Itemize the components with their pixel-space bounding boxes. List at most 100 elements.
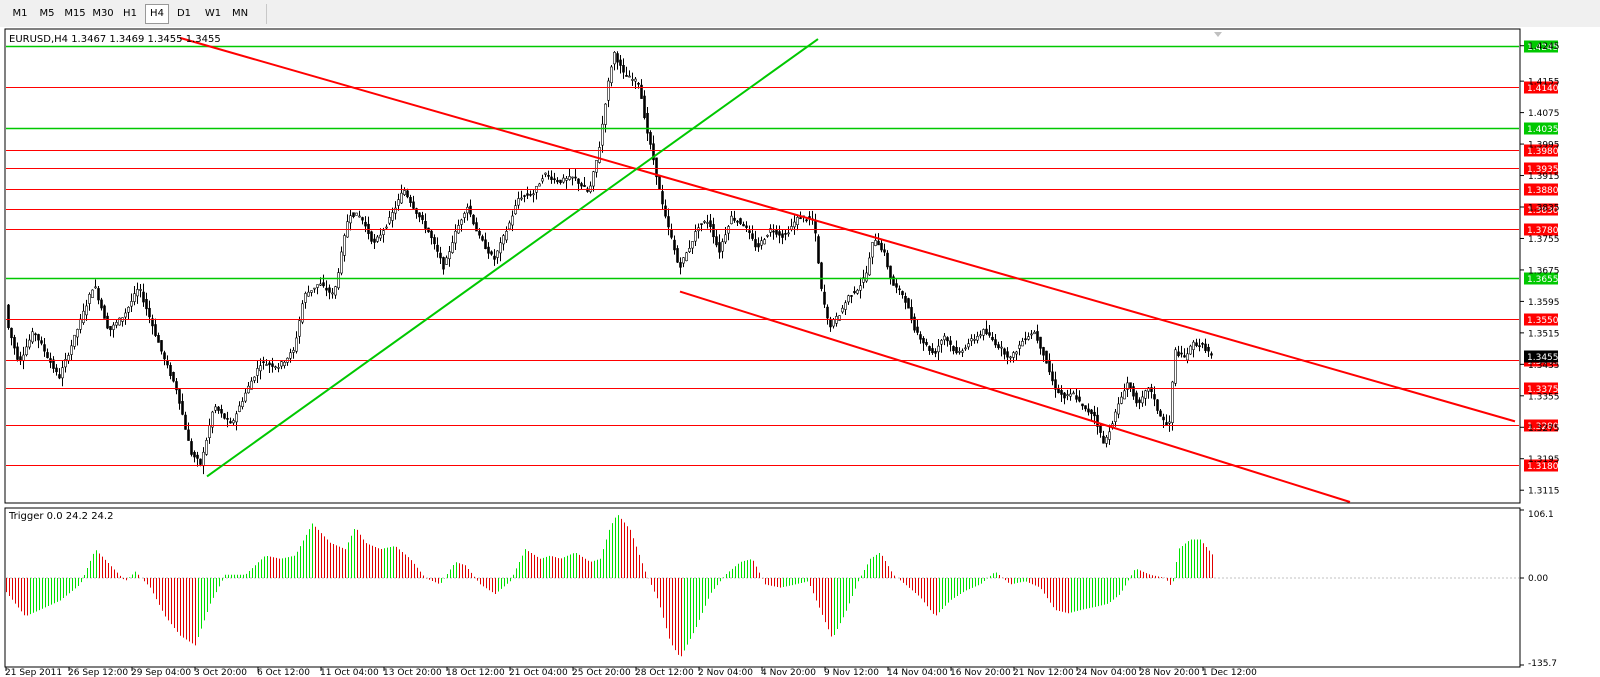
candle-body [1045,350,1048,364]
timeframe-h4[interactable]: H4 [145,4,169,24]
candle-body [421,215,424,221]
timeframe-h1[interactable]: H1 [123,8,137,19]
indicator-label: Trigger 0.0 24.2 24.2 [8,511,113,522]
candle-body [388,217,391,224]
candle-body [745,225,748,228]
timeframe-mn[interactable]: MN [231,8,249,19]
time-tick-label: 21 Oct 04:00 [509,668,568,677]
candle-body [508,222,511,230]
candle-body [709,220,712,228]
timeframe-w1[interactable]: W1 [204,8,222,19]
candle-body [205,440,208,455]
chart-window[interactable]: 1.4245 1.4140 1.4035 1.3980 1.3935 1.3880 1.38… [0,27,1600,677]
candle-body [1108,431,1111,440]
candle-body [235,413,238,423]
candle-body [400,192,403,204]
candle-body [946,337,949,342]
candle-body [763,239,766,245]
level-price-label: 1.3550 [1527,316,1559,326]
candle-body [13,337,16,349]
candle-body [337,272,340,289]
price-tick-label: 1.4075 [1528,109,1560,119]
candle-body [1144,390,1147,399]
candle-body [214,406,217,411]
candle-body [238,405,241,412]
timeframe-m5[interactable]: M5 [39,8,55,19]
candle-body [637,82,640,85]
candle-body [532,193,535,196]
candle-body [1030,333,1033,336]
candle-body [790,226,793,230]
candle-body [799,217,802,220]
candle-body [358,215,361,218]
candle-body [355,212,358,216]
candle-body [931,348,934,354]
candle-body [1123,390,1126,400]
level-price-label: 1.4245 [1527,43,1559,53]
candle-body [829,318,832,328]
candle-body [298,320,301,337]
candle-body [247,385,250,394]
candle-body [622,65,625,73]
candle-body [469,205,472,215]
time-tick-label: 18 Oct 12:00 [446,668,505,677]
candle-body [1063,392,1066,399]
candle-body [643,95,646,118]
candle-body [922,338,925,344]
candle-body [595,160,598,173]
candle-body [145,299,148,310]
candle-body [838,315,841,321]
level-price-label: 1.3780 [1527,226,1559,236]
candle-body [193,452,196,458]
candle-body [1099,425,1102,433]
candle-body [91,289,94,298]
candle-body [526,193,529,196]
timeframe-d1[interactable]: D1 [176,8,192,19]
timeframe-m30[interactable]: M30 [92,8,114,19]
candle-body [880,242,883,251]
candle-body [655,157,658,178]
candle-body [1198,345,1201,347]
indicator-tick-label: 106.1 [1528,510,1554,520]
level-price-label: 1.3180 [1527,462,1559,472]
candle-body [574,176,577,179]
candle-body [832,319,835,327]
candle-body [268,362,271,366]
level-price-tag [1524,313,1558,326]
candle-body [661,191,664,205]
candle-body [394,207,397,214]
candle-body [691,241,694,249]
candle-body [1117,403,1120,415]
candle-body [1189,345,1192,355]
price-tick-label: 1.3115 [1528,487,1560,497]
candle-body [493,255,496,260]
candle-body [442,257,445,270]
candle-body [715,236,718,246]
candle-body [481,236,484,241]
candle-body [112,324,115,330]
candle-body [376,236,379,242]
candle-body [73,334,76,347]
candle-body [151,318,154,327]
candle-body [883,249,886,253]
candle-body [913,316,916,331]
candle-body [631,79,634,81]
candle-body [226,418,229,420]
candle-body [232,420,235,424]
candle-body [871,242,874,258]
candle-body [895,283,898,288]
candle-body [865,272,868,282]
timeframe-m15[interactable]: M15 [64,8,86,19]
candle-body [949,340,952,345]
candle-body [373,238,376,243]
candle-body [997,344,1000,349]
candle-body [1096,414,1099,427]
candle-body [961,350,964,353]
candle-body [43,344,46,352]
candle-body [901,291,904,296]
time-tick-label: 4 Nov 20:00 [761,668,816,677]
candle-body [1003,348,1006,355]
candle-body [199,458,202,465]
timeframe-m1[interactable]: M1 [12,8,28,19]
candle-body [1165,422,1168,426]
